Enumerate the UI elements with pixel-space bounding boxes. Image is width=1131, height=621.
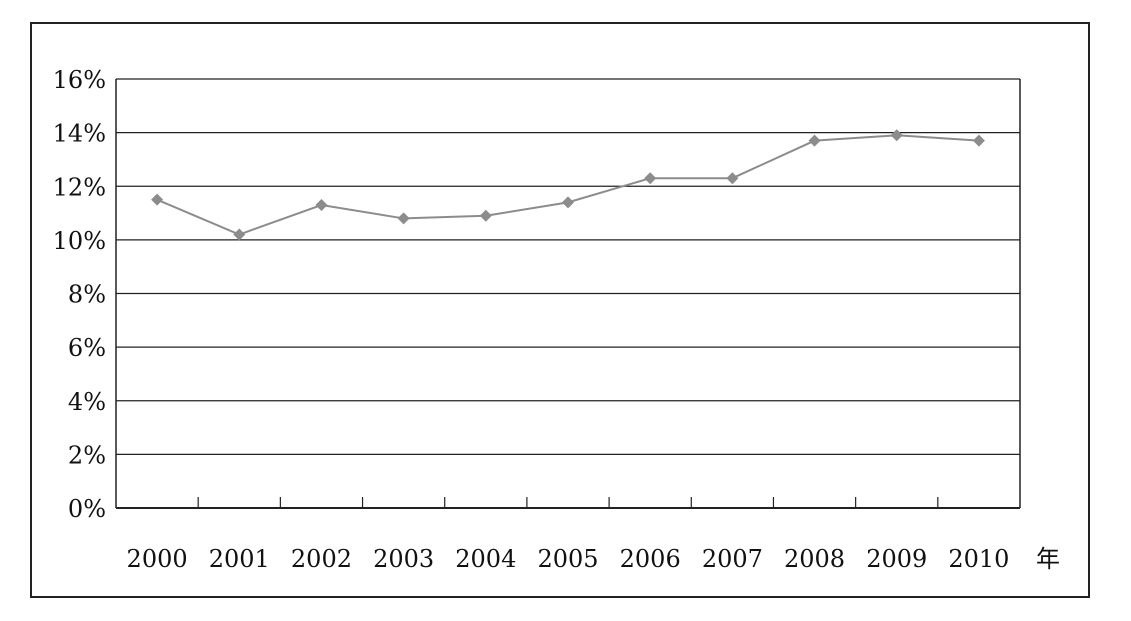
y-tick-label: 0% [68,495,106,523]
x-tick-label: 2010 [948,545,1009,573]
data-point [808,134,821,147]
x-tick-label: 2000 [127,545,188,573]
x-axis-unit-label: 年 [1036,545,1060,573]
y-tick-label: 8% [68,281,106,309]
data-point [726,172,739,185]
y-tick-label: 16% [53,66,106,94]
data-point [233,228,246,241]
data-point [315,199,328,212]
x-tick-label: 2003 [373,545,434,573]
y-tick-label: 10% [53,227,106,255]
y-tick-label: 14% [53,120,106,148]
series-line [156,134,979,236]
chart-frame [30,22,1090,598]
axes [115,79,1021,509]
data-point [562,196,574,209]
data-point [890,129,903,142]
y-tick-label: 6% [68,334,106,362]
x-tick-label: 2001 [209,545,270,573]
y-tick-label: 2% [68,441,106,469]
x-tick-label: 2009 [866,545,927,573]
y-tick-label: 12% [53,173,106,201]
data-point [397,212,410,225]
x-tick-label: 2002 [291,545,352,573]
x-tick-label: 2008 [784,545,845,573]
data-point [972,134,985,147]
x-tick-label: 2005 [537,545,598,573]
data-point [644,172,657,185]
x-tick-label: 2004 [455,545,516,573]
data-point [479,209,492,222]
gridlines [116,78,1020,455]
series-layer [151,129,985,241]
x-tick-label: 2007 [702,545,763,573]
y-tick-label: 4% [68,388,106,416]
tick-labels: 0% 2% 4% 6% 8% 10% 12% 14% 16% 2000 2001 2002 2003 20… [53,66,1010,573]
x-tick-label: 2006 [620,545,681,573]
data-point [151,193,164,206]
